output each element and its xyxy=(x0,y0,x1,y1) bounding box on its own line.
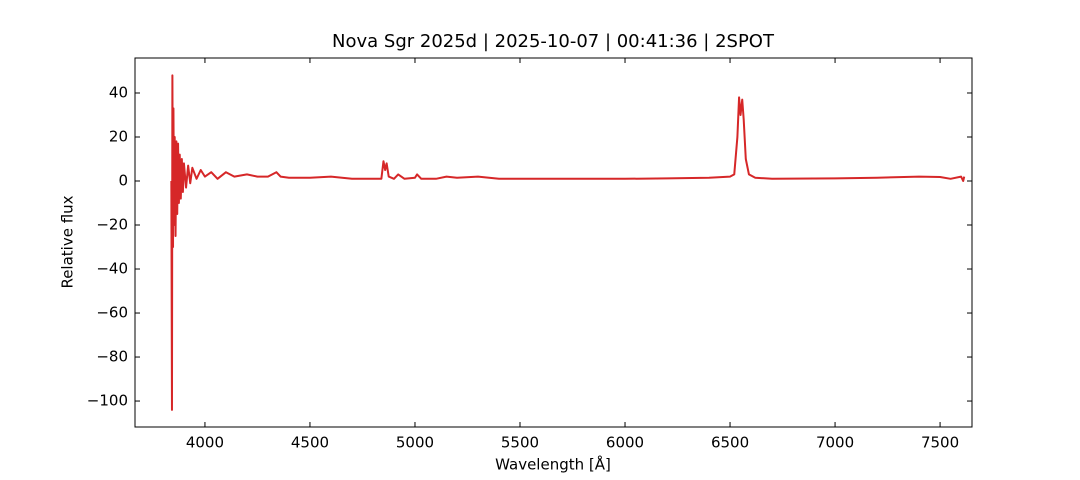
x-tick-label: 6000 xyxy=(606,434,644,452)
x-tick-label: 4500 xyxy=(291,434,329,452)
x-tick-label: 4000 xyxy=(186,434,224,452)
x-axis-label: Wavelength [Å] xyxy=(495,455,611,474)
x-tick-label: 7500 xyxy=(921,434,959,452)
y-tick-label: −100 xyxy=(87,392,128,410)
y-tick-label: −20 xyxy=(96,216,128,234)
x-tick-label: 6500 xyxy=(711,434,749,452)
y-tick-label: 20 xyxy=(109,127,128,145)
chart-title: Nova Sgr 2025d | 2025-10-07 | 00:41:36 |… xyxy=(332,31,775,52)
y-axis-label: Relative flux xyxy=(59,195,77,288)
y-tick-label: −60 xyxy=(96,304,128,322)
y-tick-label: 0 xyxy=(118,172,128,190)
y-tick-label: 40 xyxy=(109,83,128,101)
plot-frame xyxy=(134,57,973,428)
y-tick-label: −80 xyxy=(96,348,128,366)
y-tick-label: −40 xyxy=(96,260,128,278)
spectrum-line xyxy=(170,74,966,411)
x-tick-label: 5000 xyxy=(396,434,434,452)
x-tick-label: 5500 xyxy=(501,434,539,452)
x-tick-label: 7000 xyxy=(816,434,854,452)
